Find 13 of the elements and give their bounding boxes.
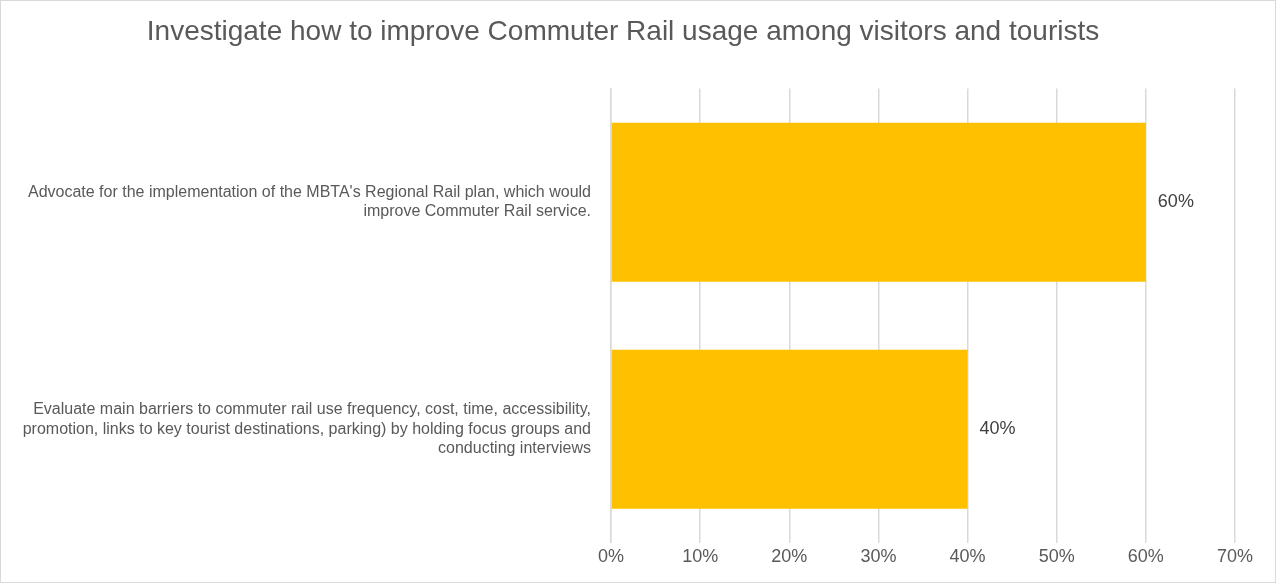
x-tick-label: 60% [1127,545,1164,566]
data-label: 60% [1157,191,1194,212]
chart-title: Investigate how to improve Commuter Rail usage among visitors and tourists [146,14,1100,46]
x-tick-label: 10% [682,545,719,566]
x-tick-label: 0% [597,545,625,566]
x-tick-label: 50% [1038,545,1075,566]
x-tick-label: 70% [1216,545,1254,566]
data-label: 40% [979,418,1016,439]
y-tick-label: Advocate for the implementation of the MBTA's Regional Rail plan, which would improve Commuter Rail service. [27,182,591,220]
x-tick-label: 30% [860,545,897,566]
y-tick-label: Evaluate main barriers to commuter rail use frequency, cost, time, accessibility, promotion, links to key tourist destinations, parking) by holding focus groups and conducting interviews [22,400,591,456]
x-tick-label: 40% [949,545,986,566]
x-tick-label: 20% [771,545,808,566]
